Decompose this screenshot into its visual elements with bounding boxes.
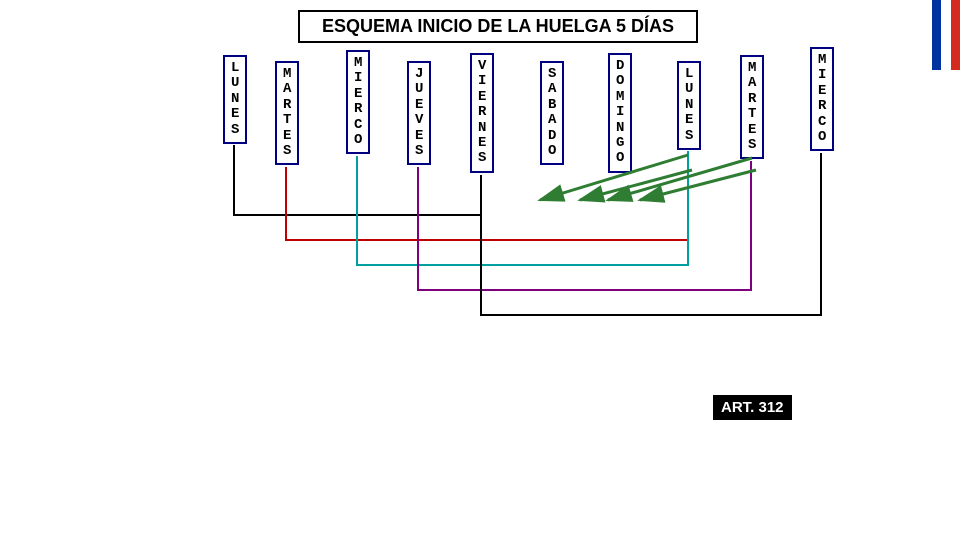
day-box-dom1: D O M I N G O <box>608 53 632 173</box>
diagram-title: ESQUEMA INICIO DE LA HUELGA 5 DÍAS <box>298 10 698 43</box>
flag-stripe-blue <box>932 0 941 70</box>
article-label: ART. 312 <box>713 395 792 420</box>
day-box-vie1: V I E R N E S <box>470 53 494 173</box>
flag-stripe-white <box>941 0 950 70</box>
day-box-lun1: L U N E S <box>223 55 247 144</box>
day-box-mie1: M I E R C O <box>346 50 370 154</box>
day-box-mie2: M I E R C O <box>810 47 834 151</box>
day-box-mar1: M A R T E S <box>275 61 299 165</box>
day-box-sab1: S A B A D O <box>540 61 564 165</box>
day-box-lun2: L U N E S <box>677 61 701 150</box>
flag-decoration <box>932 0 960 70</box>
day-box-jue1: J U E V E S <box>407 61 431 165</box>
flag-stripe-red <box>951 0 960 70</box>
day-box-mar2: M A R T E S <box>740 55 764 159</box>
